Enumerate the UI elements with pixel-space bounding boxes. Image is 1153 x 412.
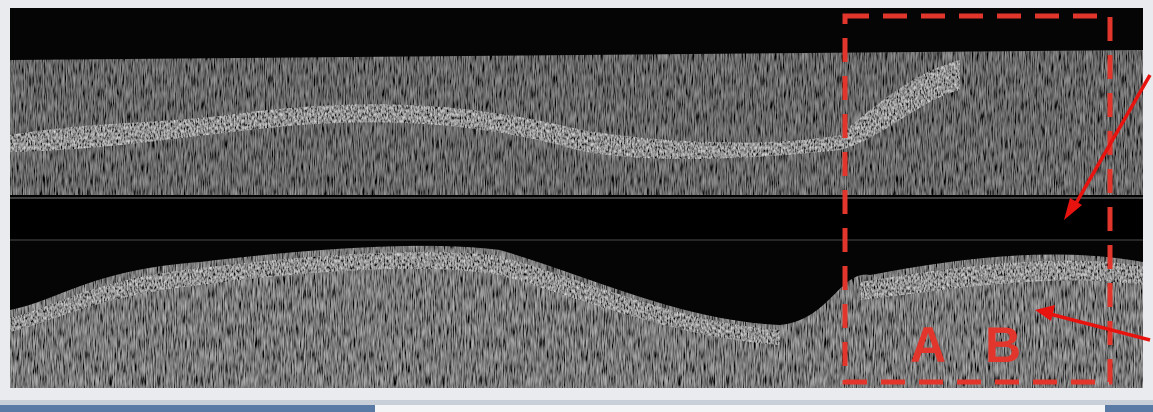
label-a: A	[910, 317, 946, 373]
label-b: B	[985, 317, 1021, 373]
figure: A B	[0, 0, 1153, 412]
bottom-bar-accent	[1105, 405, 1153, 412]
bottom-bar-accent	[0, 405, 375, 412]
bottom-bar-field	[375, 405, 1105, 412]
dark-gap	[10, 195, 1143, 240]
